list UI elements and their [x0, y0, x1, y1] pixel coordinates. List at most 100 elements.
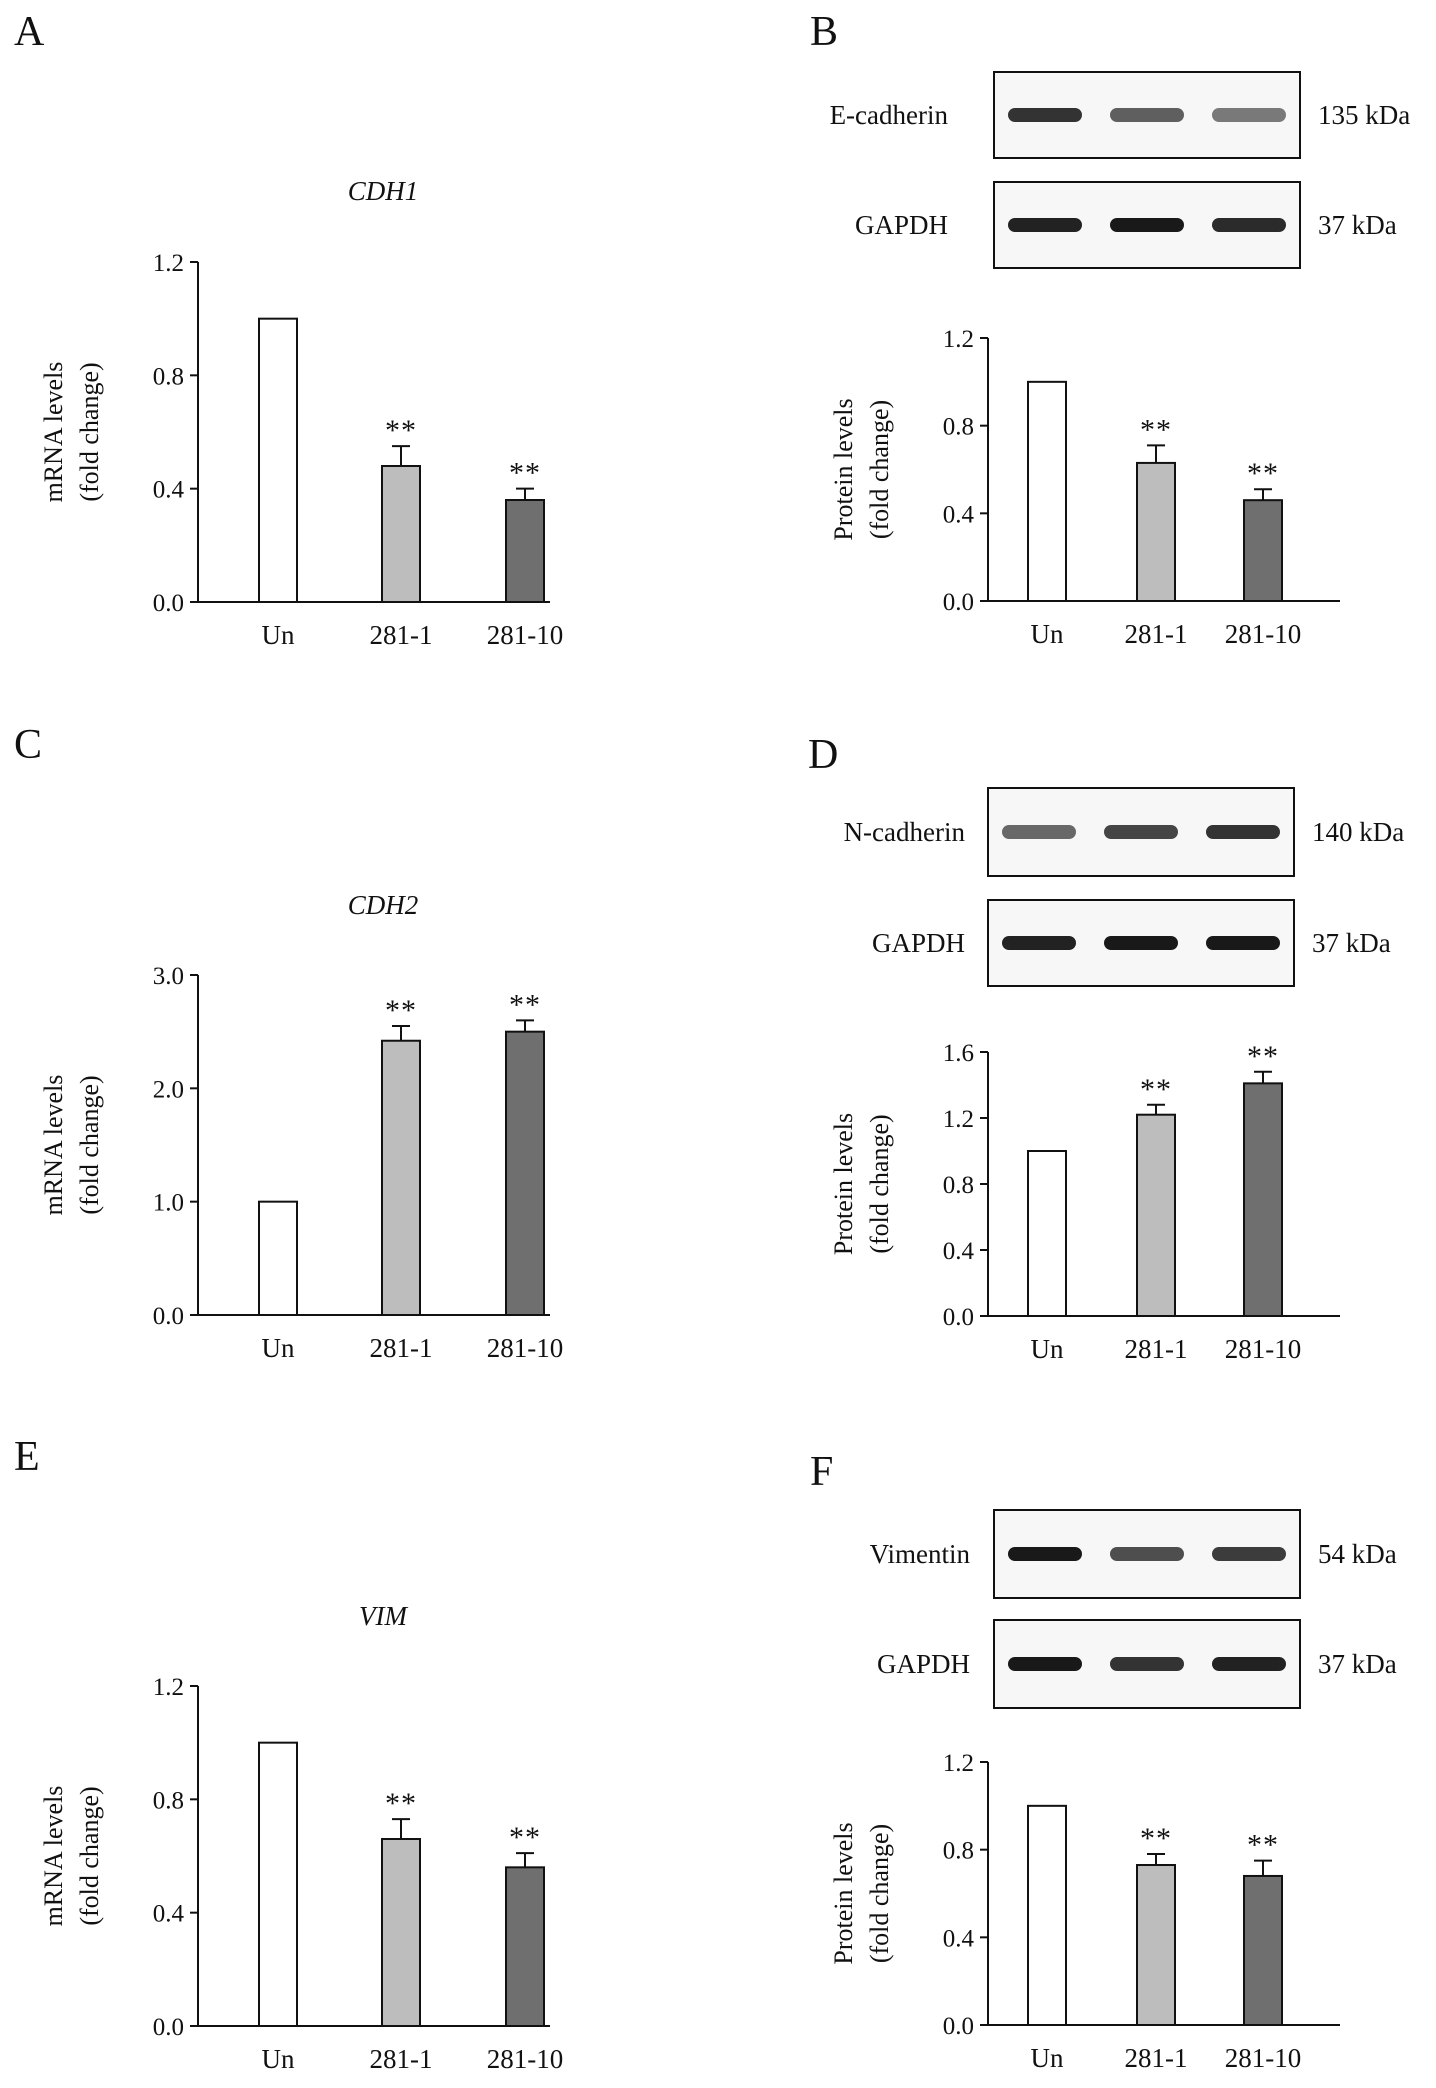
x-tick-label: 281-1	[1125, 1334, 1188, 1364]
blot-band	[1104, 936, 1178, 950]
significance-label: **	[1247, 1829, 1279, 1862]
y-tick-label: 0.0	[153, 1303, 184, 1330]
blot-protein-label: Vimentin	[870, 1539, 971, 1569]
y-axis-title: Protein levels	[829, 1113, 858, 1255]
bar	[1027, 380, 1067, 603]
y-tick-label: 0.4	[153, 1901, 185, 1928]
significance-label: **	[1140, 1073, 1172, 1106]
bar	[258, 1200, 298, 1316]
y-tick-label: 1.0	[153, 1190, 184, 1217]
panel-letter: C	[14, 722, 42, 768]
significance-label: **	[1247, 457, 1279, 490]
x-tick-label: Un	[1031, 1334, 1064, 1364]
y-tick-label: 1.2	[153, 1674, 184, 1701]
x-tick-label: 281-10	[487, 1333, 564, 1363]
bar	[1136, 1864, 1176, 2026]
blot-size-label: 140 kDa	[1312, 817, 1404, 847]
blot-band	[1206, 825, 1280, 839]
panel-letter: F	[810, 1449, 833, 1495]
bar	[381, 1039, 421, 1316]
blot-band	[1206, 936, 1280, 950]
blot-size-label: 135 kDa	[1318, 100, 1410, 130]
y-tick-label: 1.2	[943, 1106, 974, 1133]
y-axis-title: (fold change)	[75, 362, 104, 501]
y-tick-label: 0.0	[943, 1304, 974, 1331]
x-tick-label: 281-10	[1225, 2043, 1302, 2073]
bar	[258, 317, 298, 603]
y-tick-label: 0.0	[153, 590, 184, 617]
y-tick-label: 0.8	[943, 1838, 974, 1865]
blot-band	[1110, 218, 1184, 232]
bar	[381, 1838, 421, 2027]
x-tick-label: Un	[262, 1333, 295, 1363]
blot-band	[1110, 1657, 1184, 1671]
blot-band	[1008, 218, 1082, 232]
y-axis-title: Protein levels	[829, 398, 858, 540]
blot-band	[1212, 108, 1286, 122]
blot-band	[1002, 825, 1076, 839]
panel-letter: A	[14, 9, 45, 55]
y-tick-label: 3.0	[153, 963, 184, 990]
panel-letter: B	[810, 9, 838, 55]
blot-band	[1110, 1547, 1184, 1561]
blot-protein-label: E-cadherin	[830, 100, 949, 130]
x-tick-label: 281-1	[370, 1333, 433, 1363]
blot-band	[1008, 108, 1082, 122]
significance-label: **	[385, 1787, 417, 1820]
significance-label: **	[509, 1821, 541, 1854]
panel-letter: D	[808, 732, 838, 778]
y-tick-label: 0.0	[943, 2013, 974, 2040]
blot-size-label: 37 kDa	[1318, 1649, 1397, 1679]
significance-label: **	[385, 994, 417, 1027]
y-tick-label: 1.2	[153, 250, 184, 277]
blot-band	[1008, 1657, 1082, 1671]
bar	[1243, 499, 1283, 602]
x-tick-label: 281-1	[370, 2044, 433, 2074]
panel-E: E VIM 0.0 0.4 0.8 1.2 mRNA levels (fold change)…	[14, 1434, 563, 2074]
significance-label: **	[1247, 1040, 1279, 1073]
y-axis-title: (fold change)	[75, 1786, 104, 1925]
panel-letter: E	[14, 1434, 40, 1480]
y-tick-label: 0.4	[943, 501, 975, 528]
blot-protein-label: N-cadherin	[844, 817, 966, 847]
y-tick-label: 0.4	[153, 477, 185, 504]
blot-size-label: 54 kDa	[1318, 1539, 1397, 1569]
significance-label: **	[509, 457, 541, 490]
blot-band	[1008, 1547, 1082, 1561]
blot-protein-label: GAPDH	[877, 1649, 970, 1679]
bar	[1136, 1113, 1176, 1317]
bar	[1027, 1150, 1067, 1317]
blot-band	[1002, 936, 1076, 950]
bar	[258, 1741, 298, 2027]
y-tick-label: 1.6	[943, 1040, 974, 1067]
y-tick-label: 0.8	[943, 1172, 974, 1199]
bar	[1243, 1082, 1283, 1317]
x-tick-label: Un	[262, 2044, 295, 2074]
blot-band	[1212, 218, 1286, 232]
blot-band	[1212, 1547, 1286, 1561]
panel-C: C CDH2 0.0 1.0 2.0 3.0 mRNA levels (fold change…	[14, 722, 563, 1363]
x-tick-label: 281-10	[1225, 1334, 1302, 1364]
bar	[1027, 1804, 1067, 2027]
significance-label: **	[509, 988, 541, 1021]
y-tick-label: 2.0	[153, 1076, 184, 1103]
panel-B: B E-cadherin 135 kDa GAPDH 37 kDa 0.0 0.4 0.8 1.…	[810, 9, 1410, 649]
y-tick-label: 0.4	[943, 1925, 975, 1952]
y-tick-label: 0.0	[943, 589, 974, 616]
x-tick-label: Un	[262, 620, 295, 650]
panel-D: D N-cadherin 140 kDa GAPDH 37 kDa 0.0 0.4 0.8 1.…	[808, 732, 1404, 1364]
blot-size-label: 37 kDa	[1318, 210, 1397, 240]
blot-protein-label: GAPDH	[872, 928, 965, 958]
blot-band	[1212, 1657, 1286, 1671]
chart-title: CDH1	[348, 176, 419, 206]
y-axis-title: mRNA levels	[39, 362, 68, 503]
x-tick-label: 281-10	[1225, 619, 1302, 649]
y-tick-label: 0.8	[153, 1787, 184, 1814]
x-tick-label: 281-10	[487, 2044, 564, 2074]
significance-label: **	[1140, 1822, 1172, 1855]
x-tick-label: Un	[1031, 2043, 1064, 2073]
bar	[505, 1030, 545, 1316]
y-axis-title: mRNA levels	[39, 1075, 68, 1216]
blot-band	[1110, 108, 1184, 122]
